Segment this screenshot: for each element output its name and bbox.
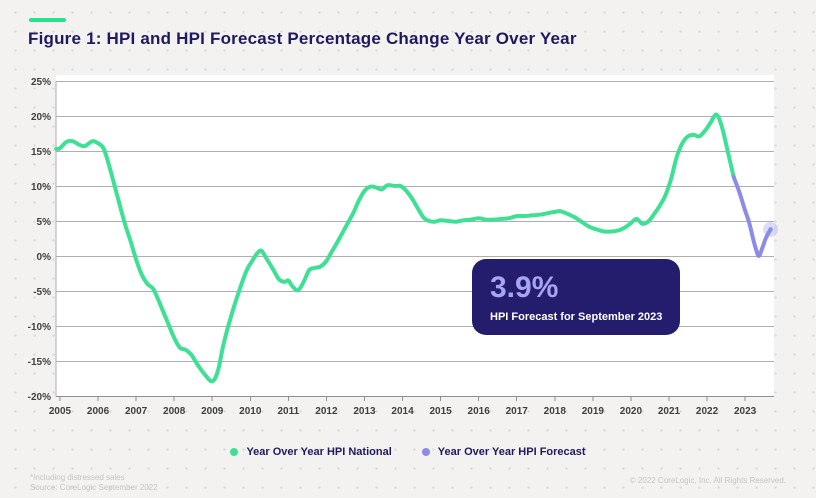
x-tick-label: 2023 — [734, 406, 757, 417]
y-tick-label: -15% — [28, 357, 51, 368]
y-tick-label: -5% — [33, 287, 51, 298]
axis-ticks — [59, 396, 746, 402]
x-tick-label: 2006 — [87, 406, 110, 417]
y-tick-label: 20% — [31, 112, 51, 123]
legend-dot-forecast-icon — [421, 448, 430, 456]
title-accent-bar — [29, 18, 66, 22]
legend-label-forecast: Year Over Year HPI Forecast — [437, 446, 586, 458]
x-tick-label: 2014 — [391, 406, 414, 417]
forecast-callout-label: HPI Forecast for September 2023 — [490, 310, 663, 323]
y-tick-label: 15% — [31, 147, 51, 158]
y-tick-label: 25% — [31, 77, 51, 88]
x-tick-label: 2008 — [163, 406, 186, 417]
x-tick-label: 2016 — [468, 406, 491, 417]
x-tick-label: 2021 — [658, 406, 681, 417]
x-tick-label: 2005 — [49, 406, 72, 417]
y-tick-label: 5% — [37, 217, 52, 228]
legend-dot-national-icon — [230, 448, 239, 456]
hpi-national-line — [54, 112, 736, 384]
chart-legend: Year Over Year HPI National Year Over Ye… — [0, 444, 816, 460]
x-tick-label: 2015 — [429, 406, 452, 417]
y-axis-labels: 25% 20% 15% 10% 5% 0% -5% -10% -15% -20% — [28, 77, 51, 403]
y-tick-label: -20% — [28, 392, 51, 403]
x-tick-label: 2011 — [278, 406, 300, 417]
legend-label-national: Year Over Year HPI National — [246, 446, 392, 458]
forecast-callout: 3.9% HPI Forecast for September 2023 — [472, 259, 681, 335]
forecast-callout-value: 3.9% — [490, 271, 559, 304]
forecast-endpoint-marker — [768, 227, 773, 232]
footnote-line-2: Source: CoreLogic September 2022 — [30, 483, 158, 492]
x-tick-label: 2013 — [353, 406, 376, 417]
x-tick-label: 2022 — [696, 406, 719, 417]
x-tick-label: 2018 — [544, 406, 567, 417]
x-tick-label: 2019 — [582, 406, 605, 417]
footnote: *Including distressed sales Source: Core… — [30, 473, 158, 493]
y-tick-label: 0% — [37, 252, 52, 263]
x-tick-label: 2007 — [125, 406, 148, 417]
x-axis-labels: 2005 2006 2007 2008 2009 2010 2011 2012 2013 2014… — [49, 406, 757, 417]
figure-title: Figure 1: HPI and HPI Forecast Percentag… — [28, 29, 577, 48]
x-tick-label: 2017 — [506, 406, 529, 417]
y-tick-label: -10% — [28, 322, 51, 333]
legend-item-forecast: Year Over Year HPI Forecast — [421, 446, 586, 458]
plot-area — [56, 75, 774, 397]
footnote-line-1: *Including distressed sales — [30, 473, 125, 482]
hpi-forecast-line — [731, 174, 773, 258]
x-tick-label: 2009 — [201, 406, 224, 417]
legend-item-national: Year Over Year HPI National — [230, 446, 392, 458]
x-tick-label: 2012 — [315, 406, 338, 417]
copyright-text: © 2022 CoreLogic, Inc. All Rights Reserv… — [629, 476, 786, 485]
y-tick-label: 10% — [31, 182, 51, 193]
x-tick-label: 2010 — [239, 406, 262, 417]
x-tick-label: 2020 — [620, 406, 643, 417]
